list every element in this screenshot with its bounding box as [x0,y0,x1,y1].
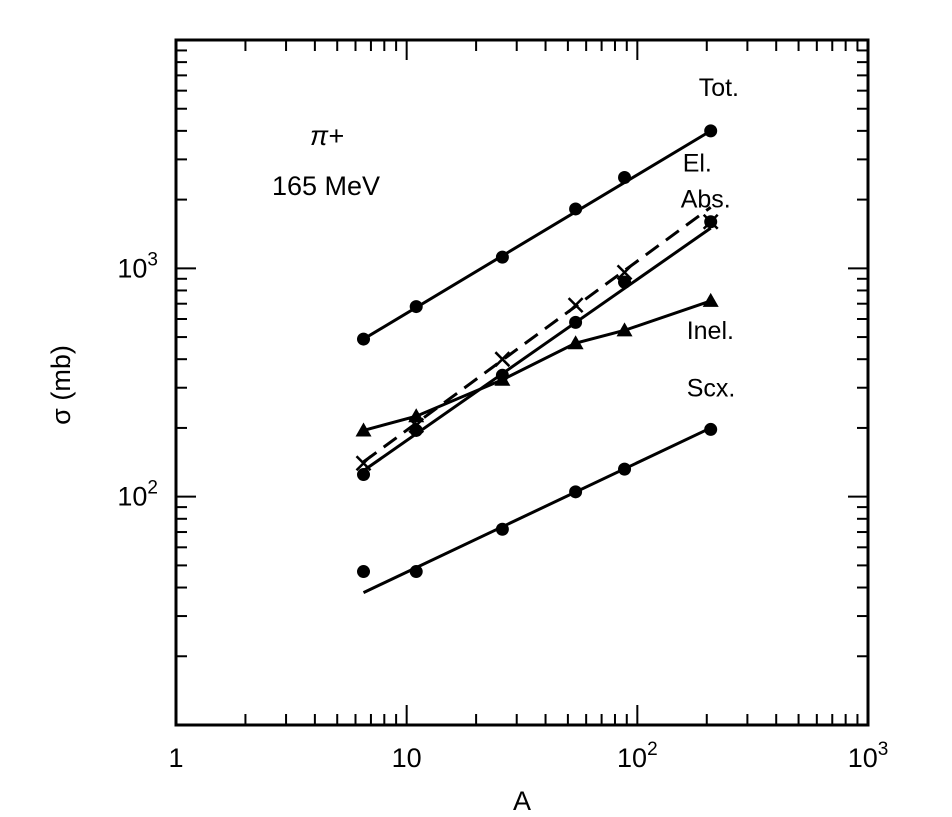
point-scx [618,462,632,476]
series-label-inel: Inel. [687,317,734,345]
x-tick-label: 102 [617,739,658,773]
point-inel [494,371,511,386]
point-inel [702,292,719,307]
point-abs [569,315,583,329]
point-inel [616,322,633,337]
point-tot [357,332,371,346]
series-label-el: El. [683,150,712,178]
point-el [355,455,372,472]
series-line-el [362,206,712,464]
tick-labels: 1 10 102 103 102 103 [117,249,888,773]
series-labels: Tot. El. Abs. Inel. Scx. [681,74,739,403]
point-scx [704,422,718,436]
fit-lines [362,129,712,594]
point-el [567,297,584,314]
point-scx [357,565,371,579]
minor-ticks [175,40,868,726]
point-tot [618,170,632,184]
series-line-scx [362,426,712,594]
point-scx [569,485,583,499]
point-inel [567,335,584,350]
point-abs [409,423,423,437]
y-tick-label: 102 [117,478,158,512]
x-tick-label: 10 [392,743,422,773]
point-tot [409,300,423,314]
series-label-tot: Tot. [699,74,739,102]
point-abs [704,215,718,229]
point-abs [357,468,371,482]
point-scx [409,565,423,579]
point-scx [495,522,509,536]
x-tick-label: 1 [168,743,183,773]
point-tot [495,250,509,264]
point-tot [569,202,583,216]
x-axis-title: A [513,786,531,816]
point-inel [408,408,425,423]
point-inel [355,422,372,437]
series-label-scx: Scx. [687,374,736,402]
y-axis-title: σ (mb) [46,345,76,425]
point-abs [618,275,632,289]
x-tick-label: 103 [848,739,889,773]
plot-frame [174,38,870,727]
annotation-particle: π+ [310,121,344,151]
annotation-energy: 165 MeV [272,171,380,201]
point-el [616,264,633,281]
point-tot [704,124,718,138]
point-el [494,351,511,368]
data-markers [355,124,719,579]
series-label-abs: Abs. [681,186,731,214]
series-line-inel [363,299,712,432]
y-tick-label: 103 [117,249,158,283]
